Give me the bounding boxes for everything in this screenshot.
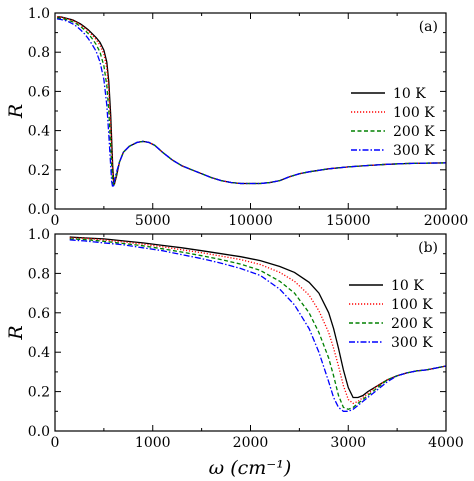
y-tick-label: 0.2 (28, 163, 50, 179)
x-tick-label: 0 (51, 435, 60, 451)
panel-a: 0 5000 10000 15000 20000 0.0 0.2 0.4 0.6 0.8 1.0 (a… (5, 6, 468, 229)
x-axis-label: ω (cm⁻¹) (209, 457, 292, 479)
series-line-200k (69, 238, 446, 410)
y-tick-label: 1.0 (28, 227, 50, 243)
plot-frame (54, 233, 447, 432)
series-line-10k (69, 236, 446, 399)
legend-label: 10 K (391, 278, 424, 294)
legend-label: 300 K (393, 143, 435, 159)
series-line-300k (69, 239, 446, 412)
x-tick-label: 4000 (428, 435, 464, 451)
series-line-200k (56, 17, 446, 186)
series-line-300k (56, 18, 446, 190)
series-line-10k (57, 16, 446, 186)
y-tick-label: 1.0 (28, 6, 50, 22)
y-axis-label: R (5, 104, 27, 119)
legend-label: 100 K (393, 105, 435, 121)
y-tick-label: 0.8 (28, 266, 50, 282)
y-tick-label: 0.8 (28, 45, 50, 61)
x-tick-label: 20000 (424, 213, 469, 229)
y-tick-label: 0.4 (28, 345, 50, 361)
y-tick-label: 0.6 (28, 84, 50, 100)
y-tick-label: 0.0 (28, 202, 50, 218)
y-tick-label: 0.6 (28, 306, 50, 322)
legend: 10 K 100 K 200 K 300 K (351, 86, 435, 159)
legend-label: 200 K (393, 124, 435, 140)
series-line-100k (69, 237, 446, 405)
y-tick-label: 0.2 (28, 385, 50, 401)
x-tick-label: 1000 (135, 435, 171, 451)
panel-b: 0 1000 2000 3000 4000 0.0 0.2 0.4 0.6 0.8 1.0 (b) R 1… (5, 227, 464, 451)
legend-label: 300 K (391, 335, 433, 351)
y-axis-label: R (5, 325, 27, 340)
panel-label: (a) (419, 19, 438, 35)
legend-label: 10 K (393, 86, 426, 102)
x-tick-label: 10000 (228, 213, 273, 229)
plot-frame (54, 12, 447, 210)
series-line-100k (56, 16, 446, 185)
y-tick-label: 0.0 (28, 424, 50, 440)
legend: 10 K 100 K 200 K 300 K (349, 278, 433, 351)
x-tick-label: 0 (51, 213, 60, 229)
x-tick-label: 15000 (326, 213, 371, 229)
x-tick-label: 5000 (135, 213, 171, 229)
legend-label: 200 K (391, 316, 433, 332)
panel-label: (b) (418, 240, 438, 256)
y-tick-label: 0.4 (28, 124, 50, 140)
legend-label: 100 K (391, 297, 433, 313)
x-tick-label: 3000 (330, 435, 366, 451)
x-tick-label: 2000 (233, 435, 269, 451)
